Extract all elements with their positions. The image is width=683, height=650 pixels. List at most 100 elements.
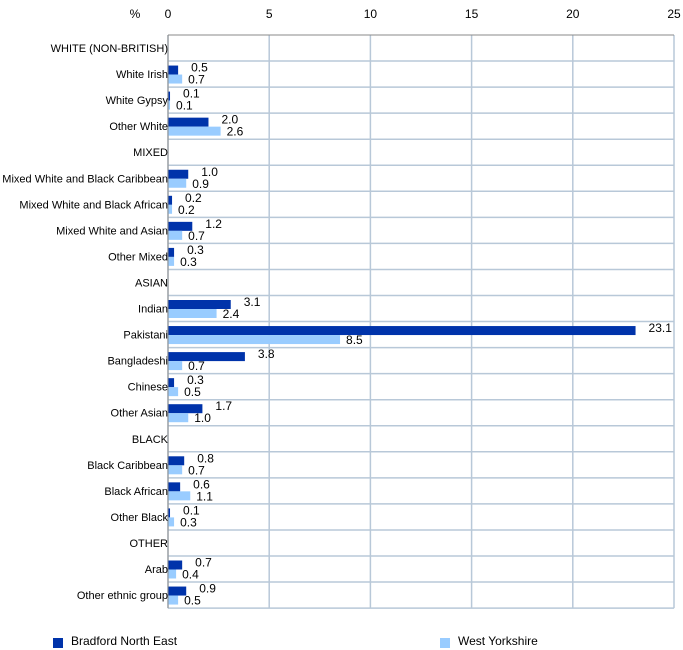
bar-bradford bbox=[168, 247, 175, 257]
bar-bradford bbox=[168, 169, 189, 179]
data-label-west-yorkshire: 2.4 bbox=[223, 307, 240, 321]
bar-bradford bbox=[168, 195, 173, 205]
bar-bradford bbox=[168, 560, 183, 570]
data-label-bradford: 0.3 bbox=[187, 373, 204, 387]
category-header-label: OTHER bbox=[130, 538, 169, 550]
data-label-west-yorkshire: 0.1 bbox=[176, 99, 193, 113]
category-header-label: BLACK bbox=[132, 434, 169, 446]
x-tick-label: 10 bbox=[364, 7, 378, 21]
data-label-west-yorkshire: 2.6 bbox=[227, 125, 244, 139]
data-label-bradford: 1.7 bbox=[215, 399, 232, 413]
x-tick-label: 20 bbox=[566, 7, 580, 21]
x-tick-label: 15 bbox=[465, 7, 479, 21]
bar-west-yorkshire bbox=[168, 387, 179, 397]
data-label-west-yorkshire: 0.5 bbox=[184, 385, 201, 399]
data-label-west-yorkshire: 0.7 bbox=[188, 359, 205, 373]
category-label: Chinese bbox=[128, 382, 168, 394]
bar-west-yorkshire bbox=[168, 569, 177, 579]
bar-bradford bbox=[168, 378, 175, 388]
category-label: Mixed White and Asian bbox=[56, 225, 168, 237]
category-label: Indian bbox=[138, 304, 168, 316]
data-label-bradford: 2.0 bbox=[221, 113, 238, 127]
bar-west-yorkshire bbox=[168, 413, 189, 423]
category-label: Black Caribbean bbox=[87, 460, 168, 472]
category-label: Pakistani bbox=[123, 330, 168, 342]
data-label-bradford: 0.2 bbox=[185, 191, 202, 205]
bar-west-yorkshire bbox=[168, 361, 183, 371]
data-label-bradford: 0.1 bbox=[183, 503, 200, 517]
bar-west-yorkshire bbox=[168, 595, 179, 605]
data-label-west-yorkshire: 0.4 bbox=[182, 568, 199, 582]
data-label-bradford: 0.7 bbox=[195, 556, 212, 570]
data-label-west-yorkshire: 1.1 bbox=[196, 489, 213, 503]
bar-bradford bbox=[168, 91, 171, 101]
legend-label-west-yorkshire: West Yorkshire bbox=[458, 634, 538, 648]
bar-bradford bbox=[168, 221, 193, 231]
data-label-bradford: 0.5 bbox=[191, 61, 208, 75]
category-label: Other Mixed bbox=[108, 251, 168, 263]
category-label: Mixed White and Black African bbox=[19, 199, 168, 211]
data-label-bradford: 1.2 bbox=[205, 217, 222, 231]
category-label: Bangladeshi bbox=[107, 356, 168, 368]
category-label: White Gypsy bbox=[106, 95, 169, 107]
data-label-west-yorkshire: 1.0 bbox=[194, 411, 211, 425]
bar-west-yorkshire bbox=[168, 178, 187, 188]
data-label-bradford: 23.1 bbox=[649, 321, 673, 335]
bar-bradford bbox=[168, 586, 187, 596]
category-label: Black African bbox=[104, 486, 168, 498]
legend-label-bradford: Bradford North East bbox=[71, 634, 178, 648]
data-label-bradford: 0.8 bbox=[197, 451, 214, 465]
bar-west-yorkshire bbox=[168, 491, 191, 501]
data-label-bradford: 0.1 bbox=[183, 87, 200, 101]
bar-bradford bbox=[168, 456, 185, 466]
bar-chart: % 0 5 10 15 20 25 WHITE (NON-BRITISH) White Iri… bbox=[2, 7, 681, 609]
bar-bradford bbox=[168, 326, 636, 336]
bar-west-yorkshire bbox=[168, 256, 175, 266]
category-header-label: ASIAN bbox=[135, 277, 168, 289]
bar-west-yorkshire bbox=[168, 204, 173, 214]
bar-bradford bbox=[168, 117, 209, 127]
bar-west-yorkshire bbox=[168, 309, 217, 318]
bar-west-yorkshire bbox=[168, 230, 183, 240]
bar-west-yorkshire bbox=[168, 126, 221, 136]
category-label: Other ethnic group bbox=[77, 590, 168, 602]
bar-west-yorkshire bbox=[168, 517, 175, 527]
category-label: Other White bbox=[109, 121, 168, 133]
category-header-label: MIXED bbox=[133, 147, 168, 159]
axis-unit-label: % bbox=[130, 7, 141, 21]
bar-bradford bbox=[168, 300, 231, 309]
x-tick-label: 5 bbox=[266, 7, 273, 21]
data-label-bradford: 0.9 bbox=[199, 582, 216, 596]
data-label-west-yorkshire: 0.7 bbox=[188, 463, 205, 477]
bar-bradford bbox=[168, 508, 171, 518]
bar-bradford bbox=[168, 352, 245, 362]
bar-bradford bbox=[168, 65, 179, 75]
bar-west-yorkshire bbox=[168, 465, 183, 475]
data-label-west-yorkshire: 0.7 bbox=[188, 229, 205, 243]
data-label-west-yorkshire: 0.3 bbox=[180, 515, 197, 529]
data-label-bradford: 3.8 bbox=[258, 347, 275, 361]
category-label: Other Asian bbox=[111, 408, 168, 420]
data-label-west-yorkshire: 8.5 bbox=[346, 333, 363, 347]
bar-bradford bbox=[168, 404, 203, 414]
x-tick-label: 0 bbox=[165, 7, 172, 21]
bar-west-yorkshire bbox=[168, 74, 183, 84]
bar-west-yorkshire bbox=[168, 100, 171, 110]
legend-item-bradford: Bradford North East bbox=[53, 633, 177, 649]
category-label: White Irish bbox=[116, 69, 168, 81]
category-label: Arab bbox=[145, 564, 168, 576]
data-label-bradford: 3.1 bbox=[244, 295, 261, 309]
data-label-west-yorkshire: 0.2 bbox=[178, 203, 195, 217]
data-label-west-yorkshire: 0.3 bbox=[180, 255, 197, 269]
legend-swatch-bradford bbox=[53, 638, 63, 648]
x-tick-label: 25 bbox=[667, 7, 681, 21]
category-label: Mixed White and Black Caribbean bbox=[2, 173, 168, 185]
category-label: Other Black bbox=[111, 512, 169, 524]
bar-west-yorkshire bbox=[168, 335, 341, 345]
data-label-west-yorkshire: 0.7 bbox=[188, 73, 205, 87]
data-label-west-yorkshire: 0.5 bbox=[184, 594, 201, 608]
data-label-bradford: 1.0 bbox=[201, 165, 218, 179]
data-label-west-yorkshire: 0.9 bbox=[192, 177, 209, 191]
data-label-bradford: 0.3 bbox=[187, 243, 204, 257]
